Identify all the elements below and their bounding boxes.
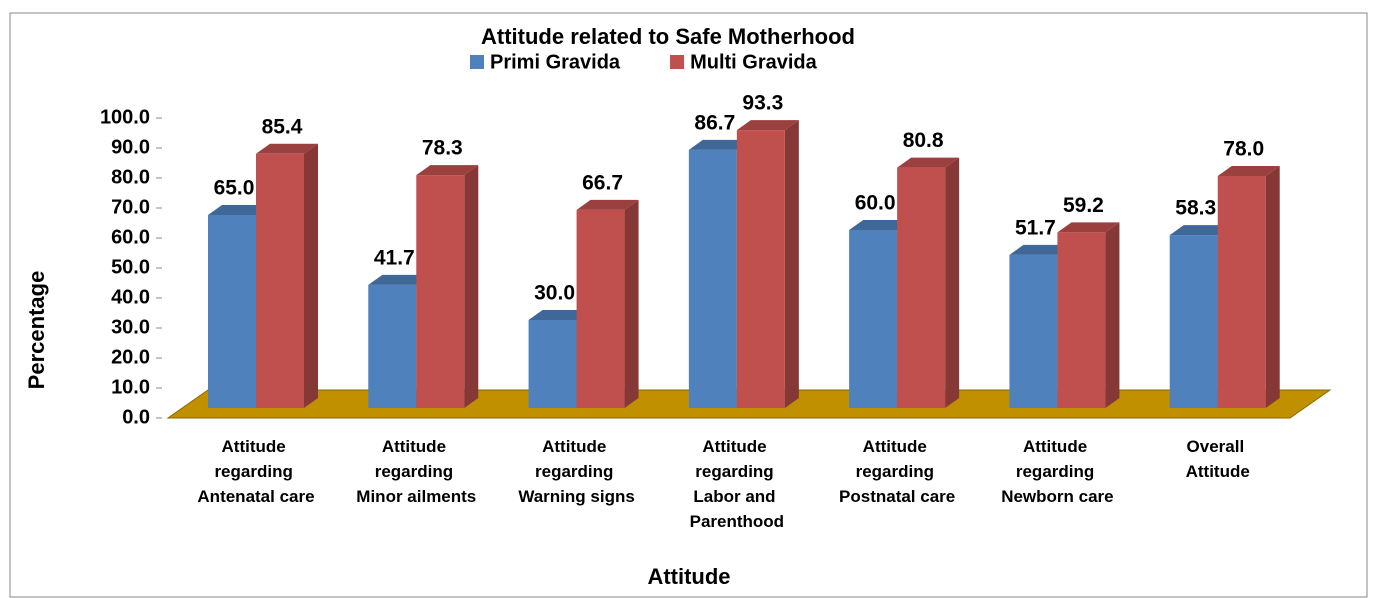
bar <box>897 157 960 408</box>
bar <box>416 165 479 408</box>
bar-front <box>368 284 417 408</box>
bar-top <box>528 310 591 320</box>
bar-top <box>849 220 912 230</box>
bar <box>256 143 318 409</box>
chart-title: Attitude related to Safe Motherhood <box>481 24 855 49</box>
bar-top <box>688 139 751 150</box>
y-tick-label: 10.0 <box>111 376 150 398</box>
data-label: 78.0 <box>1223 138 1264 161</box>
x-tick-label: Attitude regarding Antenatal care <box>197 437 314 506</box>
bar-top <box>1009 244 1072 255</box>
bar <box>576 199 639 408</box>
data-label: 65.0 <box>214 177 255 200</box>
bar-top <box>576 199 639 210</box>
bar-side <box>304 143 318 409</box>
bar-top <box>208 205 270 215</box>
bar-side <box>784 120 799 408</box>
bar-top <box>736 120 799 131</box>
x-tick-label: Attitude regarding Warning signs <box>518 437 635 506</box>
data-label: 66.7 <box>582 171 623 194</box>
legend-label: Primi Gravida <box>490 51 621 73</box>
data-label: 58.3 <box>1175 197 1216 220</box>
y-tick-label: 20.0 <box>111 346 150 368</box>
bar <box>736 120 799 408</box>
bar-top <box>1217 166 1280 176</box>
x-tick-label: Attitude regarding Minor ailments <box>356 437 476 506</box>
bar-top <box>416 165 479 176</box>
x-tick-label: Attitude regarding Newborn care <box>1001 437 1113 506</box>
bar-front <box>1217 176 1266 408</box>
bar-front <box>688 149 737 408</box>
legend-swatch <box>670 55 685 69</box>
bar <box>1057 222 1120 408</box>
y-tick-label: 50.0 <box>111 256 150 278</box>
x-tick-label: Attitude regarding Postnatal care <box>839 437 955 506</box>
bar-front <box>1009 254 1058 408</box>
bar-front <box>897 167 946 408</box>
bar-top <box>1169 225 1232 236</box>
bar-front <box>416 175 465 408</box>
x-axis-title: Attitude <box>647 564 730 589</box>
data-label: 85.4 <box>262 115 303 138</box>
data-label: 86.7 <box>694 111 735 134</box>
y-tick-label: 80.0 <box>111 166 150 188</box>
bar-side <box>1265 166 1280 408</box>
x-tick-label: Attitude regarding Labor and Parenthood <box>690 437 784 531</box>
data-label: 30.0 <box>534 282 575 305</box>
bar-side <box>624 199 639 408</box>
bar <box>1217 166 1280 408</box>
bar-front <box>849 230 898 408</box>
bar-front <box>576 209 625 408</box>
x-tick-label: Overall Attitude <box>1186 437 1250 481</box>
bar-side <box>1105 222 1120 408</box>
bar-front <box>528 320 577 408</box>
bar-top <box>1057 222 1120 233</box>
y-axis-title: Percentage <box>24 271 49 390</box>
bar-side <box>945 157 960 408</box>
y-tick-label: 40.0 <box>111 286 150 308</box>
y-tick-label: 70.0 <box>111 196 150 218</box>
y-tick-label: 60.0 <box>111 226 150 248</box>
bar-top <box>256 143 318 154</box>
bar-side <box>464 165 479 408</box>
y-tick-label: 90.0 <box>111 136 150 158</box>
data-label: 80.8 <box>903 129 944 152</box>
bar-front <box>208 215 256 408</box>
bar-front <box>256 153 304 408</box>
y-tick-label: 30.0 <box>111 316 150 338</box>
bar-front <box>736 130 785 408</box>
y-tick-label: 0.0 <box>122 406 150 428</box>
data-label: 60.0 <box>855 192 896 215</box>
data-label: 51.7 <box>1015 216 1056 239</box>
legend-swatch <box>470 55 484 69</box>
bar-top <box>368 274 431 285</box>
bar-front <box>1169 235 1218 408</box>
data-label: 93.3 <box>742 92 783 115</box>
legend-label: Multi Gravida <box>690 51 818 73</box>
bar-front <box>1057 232 1106 408</box>
data-label: 78.3 <box>422 137 463 160</box>
bar-top <box>897 157 960 168</box>
y-tick-label: 100.0 <box>100 106 150 128</box>
data-label: 59.2 <box>1063 194 1104 217</box>
data-label: 41.7 <box>374 246 415 269</box>
